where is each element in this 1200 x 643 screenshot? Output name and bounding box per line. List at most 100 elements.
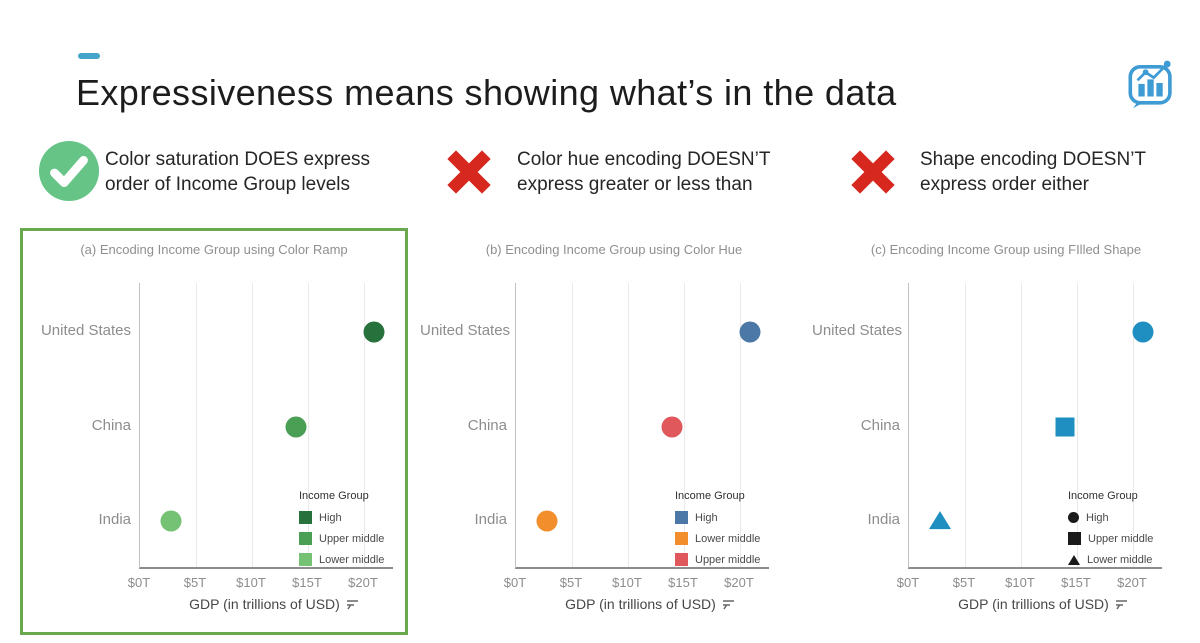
- x-tick-label: $5T: [559, 575, 583, 590]
- cross-icon: [441, 144, 497, 205]
- legend-label: High: [1086, 511, 1109, 524]
- chart-a: (a) Encoding Income Group using Color Ra…: [20, 228, 408, 635]
- callout-line: Color hue encoding DOESN’T: [517, 149, 771, 170]
- legend-square-swatch: [1068, 532, 1081, 545]
- x-tick-label: $0T: [896, 575, 920, 590]
- chart-title: (b) Encoding Income Group using Color Hu…: [485, 242, 743, 257]
- chart-title: (a) Encoding Income Group using Color Ra…: [80, 242, 348, 257]
- callout-line: Shape encoding DOESN’T: [920, 149, 1147, 170]
- legend-label: High: [319, 511, 342, 524]
- callout-line: express order either: [920, 174, 1089, 195]
- accent-dash: [78, 53, 100, 59]
- x-axis-title-text: GDP (in trillions of USD): [189, 596, 340, 612]
- data-point-united-states: [739, 321, 761, 343]
- legend-item-upper-middle: Upper middle: [675, 549, 760, 570]
- legend-square-swatch: [299, 511, 312, 524]
- data-point-china: [1055, 417, 1075, 437]
- gridline: [684, 283, 685, 567]
- x-tick-label: $20T: [348, 575, 378, 590]
- x-tick-label: $15T: [1061, 575, 1091, 590]
- x-tick-label: $15T: [292, 575, 322, 590]
- x-axis-title: GDP (in trillions of USD): [898, 596, 1188, 612]
- x-tick-label: $10T: [236, 575, 266, 590]
- gridline: [1077, 283, 1078, 567]
- y-axis-label-china: China: [860, 417, 900, 434]
- sort-icon: [1115, 600, 1127, 610]
- x-tick-label: $5T: [183, 575, 207, 590]
- x-axis-title: GDP (in trillions of USD): [129, 596, 419, 612]
- callout-line: Color saturation DOES express: [105, 149, 371, 170]
- legend-square-swatch: [675, 532, 688, 545]
- check-icon: [38, 140, 100, 207]
- legend-label: Lower middle: [695, 532, 761, 545]
- legend-item-high: High: [1068, 507, 1153, 528]
- data-point-united-states: [363, 321, 385, 343]
- y-axis-label-india: India: [98, 511, 131, 528]
- chart-title: (c) Encoding Income Group using FIlled S…: [870, 242, 1142, 257]
- data-point-india: [160, 510, 182, 532]
- gridline: [196, 283, 197, 567]
- legend-item-high: High: [299, 507, 384, 528]
- legend-label: Upper middle: [695, 553, 761, 566]
- callout-shape-encoding: Shape encoding DOESN’T express order eit…: [920, 147, 1146, 197]
- legend-title: Income Group: [675, 490, 745, 502]
- legend-item-upper-middle: Upper middle: [1068, 528, 1153, 549]
- x-tick-label: $10T: [1005, 575, 1035, 590]
- legend-item-lower-middle: Lower middle: [675, 528, 760, 549]
- legend-item-lower-middle: Lower middle: [299, 549, 384, 570]
- gridline: [1021, 283, 1022, 567]
- data-point-united-states: [1132, 321, 1154, 343]
- y-axis-label-china: China: [467, 417, 507, 434]
- gridline: [308, 283, 309, 567]
- gridline: [1133, 283, 1134, 567]
- plot-area: [515, 283, 769, 569]
- y-axis-label-united-states: United States: [812, 322, 903, 339]
- legend-title: Income Group: [299, 490, 369, 502]
- legend-title: Income Group: [1068, 490, 1138, 502]
- x-axis-title: GDP (in trillions of USD): [505, 596, 795, 612]
- page-title: Expressiveness means showing what’s in t…: [76, 72, 897, 113]
- y-axis-label-united-states: United States: [420, 322, 511, 339]
- x-tick-label: $10T: [612, 575, 642, 590]
- x-axis-title-text: GDP (in trillions of USD): [958, 596, 1109, 612]
- gridline: [740, 283, 741, 567]
- y-axis-label-united-states: United States: [40, 322, 131, 339]
- data-point-india: [536, 510, 558, 532]
- callout-color-saturation: Color saturation DOES express order of I…: [105, 147, 370, 197]
- legend-square-swatch: [299, 553, 312, 566]
- legend-label: Upper middle: [319, 532, 385, 545]
- data-point-india: [929, 511, 952, 530]
- x-axis-title-text: GDP (in trillions of USD): [565, 596, 716, 612]
- callout-line: express greater or less than: [517, 174, 753, 195]
- legend-circle-swatch: [1068, 512, 1079, 523]
- legend-item-high: High: [675, 507, 760, 528]
- legend-square-swatch: [675, 553, 688, 566]
- x-tick-label: $0T: [127, 575, 151, 590]
- chart-b: (b) Encoding Income Group using Color Hu…: [420, 228, 808, 635]
- legend: Income Group High Lower middle Upper middle: [675, 490, 760, 570]
- gridline: [572, 283, 573, 567]
- legend-label: Upper middle: [1088, 532, 1154, 545]
- x-tick-label: $20T: [724, 575, 754, 590]
- gridline: [364, 283, 365, 567]
- gridline: [965, 283, 966, 567]
- callout-line: order of Income Group levels: [105, 174, 351, 195]
- plot-area: [908, 283, 1162, 569]
- x-tick-label: $5T: [952, 575, 976, 590]
- y-axis-label-india: India: [474, 511, 507, 528]
- data-point-china: [661, 416, 683, 438]
- legend: Income Group High Upper middle Lower middle: [1068, 490, 1153, 570]
- legend-square-swatch: [299, 532, 312, 545]
- legend: Income Group High Upper middle Lower middle: [299, 490, 384, 570]
- chart-chat-logo-icon: [1124, 56, 1178, 115]
- plot-area: [139, 283, 393, 569]
- x-tick-label: $15T: [668, 575, 698, 590]
- y-axis-label-india: India: [867, 511, 900, 528]
- legend-square-swatch: [675, 511, 688, 524]
- gridline: [252, 283, 253, 567]
- sort-icon: [722, 600, 734, 610]
- cross-icon: [845, 144, 901, 205]
- sort-icon: [346, 600, 358, 610]
- legend-item-lower-middle: Lower middle: [1068, 549, 1153, 570]
